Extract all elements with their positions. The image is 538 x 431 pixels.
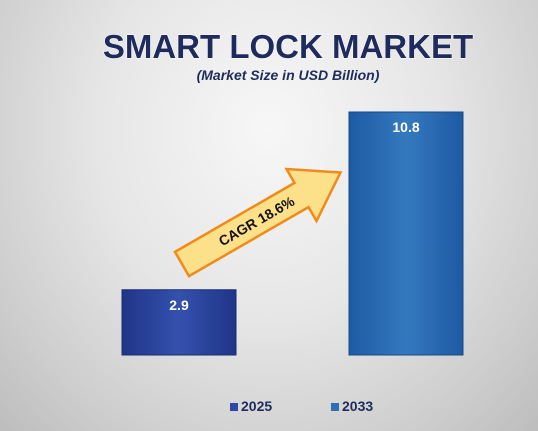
data-label-2033: 10.8	[392, 119, 419, 135]
legend-swatch-2033	[331, 403, 339, 411]
chart-subtitle: (Market Size in USD Billion)	[197, 67, 380, 83]
bar-2025	[121, 289, 237, 356]
data-label-2025: 2.9	[169, 297, 189, 313]
cagr-arrow: CAGR 18.6%	[173, 167, 343, 278]
chart-title: SMART LOCK MARKET	[103, 28, 473, 65]
bar-2033	[348, 111, 464, 356]
legend-label-2033: 2033	[342, 398, 373, 414]
legend-label-2025: 2025	[241, 398, 272, 414]
legend-swatch-2025	[230, 403, 238, 411]
